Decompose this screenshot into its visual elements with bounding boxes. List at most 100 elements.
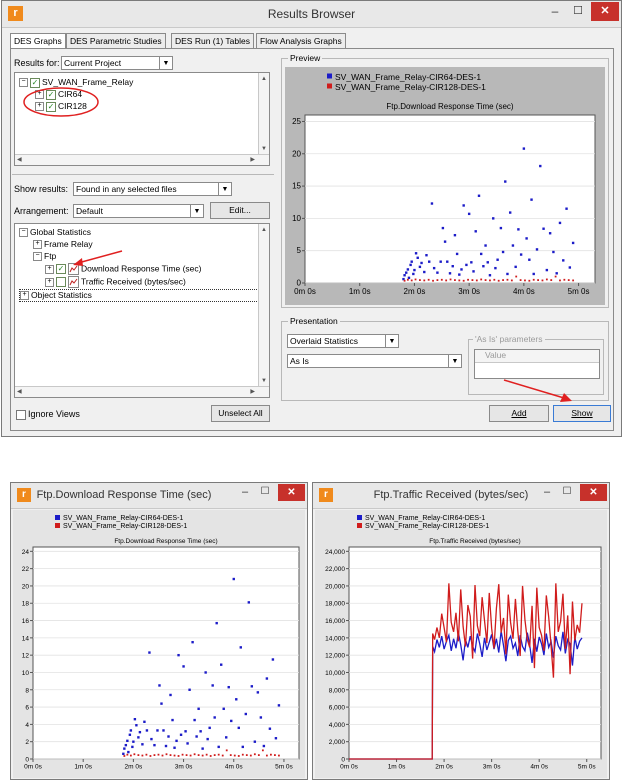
vertical-scrollbar[interactable]: ▲ ▼: [258, 224, 269, 397]
legend-swatch: [357, 523, 362, 528]
tab-des-graphs[interactable]: DES Graphs: [10, 33, 66, 49]
parameters-table: Value: [474, 349, 600, 379]
y-tick-label: 18,000: [325, 601, 345, 608]
ignore-views-checkbox[interactable]: Ignore Views: [16, 409, 80, 420]
close-button[interactable]: ✕: [580, 484, 607, 501]
show-button[interactable]: Show: [553, 405, 611, 422]
collapse-icon[interactable]: −: [19, 228, 28, 238]
data-point: [209, 755, 212, 757]
close-button[interactable]: ✕: [591, 2, 619, 21]
data-point: [157, 753, 160, 756]
data-point: [221, 754, 224, 757]
ignore-views-box[interactable]: [16, 409, 26, 420]
data-point: [472, 270, 475, 273]
tree-item-ftp[interactable]: − Ftp: [33, 251, 56, 262]
data-point: [133, 717, 137, 721]
data-point: [432, 266, 436, 270]
window-title: Ftp.Download Response Time (sec): [36, 489, 212, 501]
data-point: [131, 745, 134, 749]
data-point: [439, 260, 442, 263]
y-tick-label: 0: [297, 279, 302, 288]
expand-icon[interactable]: +: [35, 102, 44, 112]
data-point: [261, 749, 264, 752]
maximize-button[interactable]: ☐: [562, 486, 572, 497]
maximize-button[interactable]: ☐: [260, 486, 270, 497]
tree-item-object-statistics[interactable]: + Object Statistics: [19, 289, 269, 302]
data-point: [201, 754, 204, 757]
checkbox-project[interactable]: ✓: [30, 77, 40, 88]
checkbox-download-response-time[interactable]: ✓: [56, 264, 66, 274]
scroll-right-icon[interactable]: ▶: [250, 157, 255, 163]
tree-item-project[interactable]: − ✓ SV_WAN_Frame_Relay: [19, 77, 133, 88]
data-point: [403, 274, 406, 277]
y-tick-label: 20: [22, 583, 30, 590]
legend-entry: SV_WAN_Frame_Relay-CIR64-DES-1: [365, 515, 485, 522]
download-response-time-chart: SV_WAN_Frame_Relay-CIR64-DES-1SV_WAN_Fra…: [13, 510, 305, 778]
expand-icon[interactable]: +: [45, 277, 54, 287]
arrangement-dropdown[interactable]: Default ▼: [73, 204, 204, 218]
data-point: [220, 663, 223, 666]
horizontal-scrollbar[interactable]: ◀ ▶: [15, 386, 269, 397]
title-bar[interactable]: r Ftp.Traffic Received (bytes/sec) – ☐ ✕: [313, 483, 609, 509]
tab-flow-analysis-graphs[interactable]: Flow Analysis Graphs: [256, 33, 346, 48]
checkbox-cir128[interactable]: ✓: [46, 101, 56, 112]
unselect-all-button[interactable]: Unselect All: [211, 405, 270, 422]
data-point: [181, 753, 184, 756]
data-point: [227, 685, 230, 689]
data-point: [441, 226, 445, 230]
tree-item-download-response-time[interactable]: + ✓ Download Response Time (sec): [45, 263, 201, 275]
show-results-dropdown[interactable]: Found in any selected files ▼: [73, 182, 232, 196]
scroll-down-icon[interactable]: ▼: [261, 378, 267, 384]
horizontal-scrollbar[interactable]: ◀ ▶: [15, 154, 269, 165]
tree-item-traffic-received[interactable]: + Traffic Received (bytes/sec): [45, 276, 186, 288]
tree-item-frame-relay[interactable]: + Frame Relay: [33, 239, 93, 250]
data-point: [135, 724, 138, 727]
minimize-button[interactable]: –: [551, 4, 559, 18]
scroll-left-icon[interactable]: ◀: [17, 157, 22, 163]
expand-icon[interactable]: +: [20, 291, 29, 301]
checkbox-traffic-received[interactable]: [56, 277, 66, 287]
collapse-icon[interactable]: −: [19, 78, 28, 88]
tree-item-global-statistics[interactable]: − Global Statistics: [19, 227, 91, 238]
y-tick-label: 22: [22, 566, 30, 573]
data-point: [173, 746, 176, 749]
data-point: [436, 271, 439, 274]
as-is-dropdown[interactable]: As Is ▼: [287, 354, 462, 368]
data-point: [158, 684, 161, 687]
minimize-button[interactable]: –: [241, 486, 249, 498]
tree-item-cir128[interactable]: + ✓ CIR128: [35, 101, 87, 112]
data-point: [129, 754, 132, 757]
data-point: [237, 755, 240, 757]
scroll-down-icon[interactable]: ▼: [261, 146, 267, 152]
data-point: [188, 688, 191, 691]
presentation-dropdown[interactable]: Overlaid Statistics ▼: [287, 334, 399, 348]
collapse-icon[interactable]: −: [33, 252, 42, 262]
scroll-up-icon[interactable]: ▲: [261, 76, 267, 82]
edit-button[interactable]: Edit...: [210, 202, 270, 219]
data-point: [271, 658, 275, 661]
traffic-received-chart: SV_WAN_Frame_Relay-CIR64-DES-1SV_WAN_Fra…: [315, 510, 607, 778]
checkbox-cir64[interactable]: ✓: [46, 89, 56, 100]
data-point: [522, 147, 526, 150]
maximize-button[interactable]: ☐: [573, 5, 583, 17]
tab-des-parametric-studies[interactable]: DES Parametric Studies: [66, 33, 166, 48]
data-point: [185, 754, 188, 757]
chevron-down-icon: ▼: [448, 355, 461, 367]
expand-icon[interactable]: +: [33, 240, 42, 250]
data-point: [558, 221, 562, 225]
title-bar[interactable]: r Results Browser – ☐ ✕: [2, 1, 621, 28]
scroll-left-icon[interactable]: ◀: [17, 389, 22, 395]
scroll-right-icon[interactable]: ▶: [250, 389, 255, 395]
data-point: [519, 279, 522, 281]
scroll-up-icon[interactable]: ▲: [261, 227, 267, 233]
vertical-scrollbar[interactable]: ▲ ▼: [258, 73, 269, 165]
results-for-dropdown[interactable]: Current Project ▼: [61, 56, 173, 70]
data-point: [232, 577, 235, 581]
add-button[interactable]: Add: [489, 405, 549, 422]
minimize-button[interactable]: –: [543, 486, 551, 498]
data-point: [167, 735, 170, 738]
tab-des-run-tables[interactable]: DES Run (1) Tables: [171, 33, 254, 48]
expand-icon[interactable]: +: [45, 264, 54, 274]
close-button[interactable]: ✕: [278, 484, 305, 501]
title-bar[interactable]: r Ftp.Download Response Time (sec) – ☐ ✕: [11, 483, 307, 509]
